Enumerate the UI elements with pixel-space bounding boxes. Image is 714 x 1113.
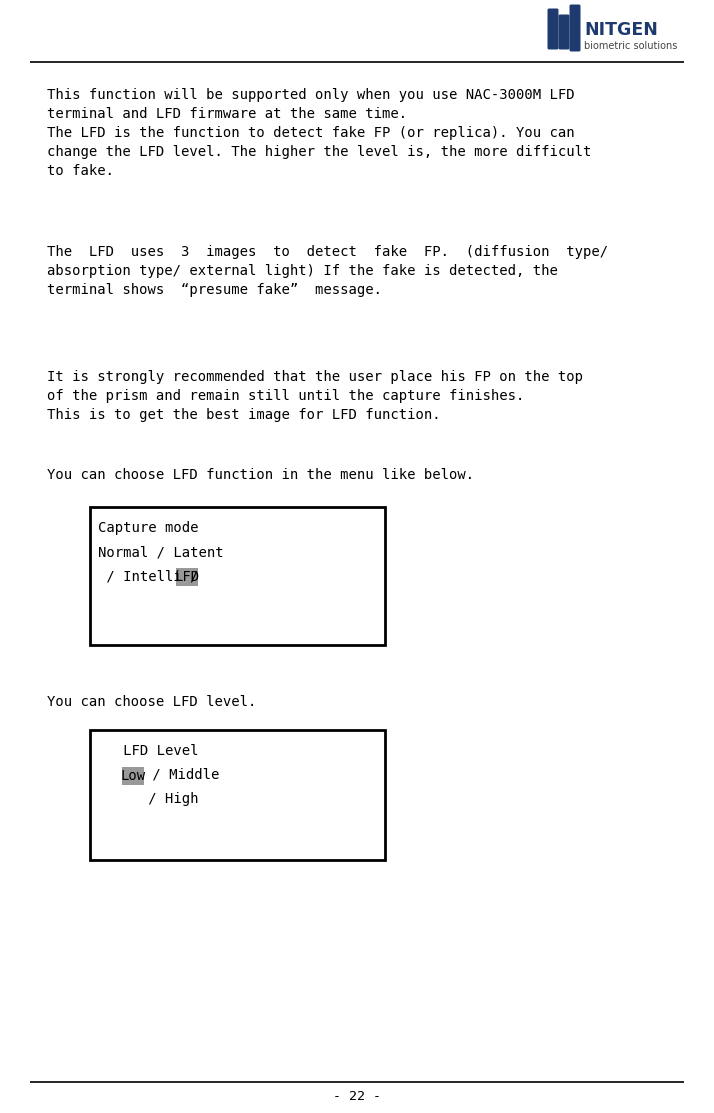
Text: / Middle: / Middle bbox=[144, 768, 219, 782]
Bar bbox=[90, 730, 385, 860]
Text: This function will be supported only when you use NAC-3000M LFD
terminal and LFD: This function will be supported only whe… bbox=[47, 88, 591, 178]
Text: NITGEN: NITGEN bbox=[584, 21, 658, 39]
FancyBboxPatch shape bbox=[548, 9, 558, 49]
Bar bbox=[176, 568, 198, 587]
Text: Capture mode: Capture mode bbox=[98, 521, 198, 535]
Text: / High: / High bbox=[98, 792, 198, 806]
Bar bbox=[122, 767, 144, 785]
Bar bbox=[90, 508, 385, 646]
Text: It is strongly recommended that the user place his FP on the top
of the prism an: It is strongly recommended that the user… bbox=[47, 370, 583, 422]
Text: You can choose LFD level.: You can choose LFD level. bbox=[47, 695, 256, 709]
Text: Low: Low bbox=[121, 769, 146, 784]
Text: / Intelli /: / Intelli / bbox=[98, 569, 207, 583]
Text: The  LFD  uses  3  images  to  detect  fake  FP.  (diffusion  type/
absorption t: The LFD uses 3 images to detect fake FP.… bbox=[47, 245, 608, 297]
Text: LFD: LFD bbox=[175, 570, 200, 584]
Text: biometric solutions: biometric solutions bbox=[584, 41, 678, 51]
FancyBboxPatch shape bbox=[570, 4, 580, 51]
Text: - 22 -: - 22 - bbox=[333, 1091, 381, 1103]
Text: LFD Level: LFD Level bbox=[98, 743, 198, 758]
FancyBboxPatch shape bbox=[558, 14, 570, 49]
Text: Normal / Latent: Normal / Latent bbox=[98, 545, 223, 559]
Text: You can choose LFD function in the menu like below.: You can choose LFD function in the menu … bbox=[47, 467, 474, 482]
